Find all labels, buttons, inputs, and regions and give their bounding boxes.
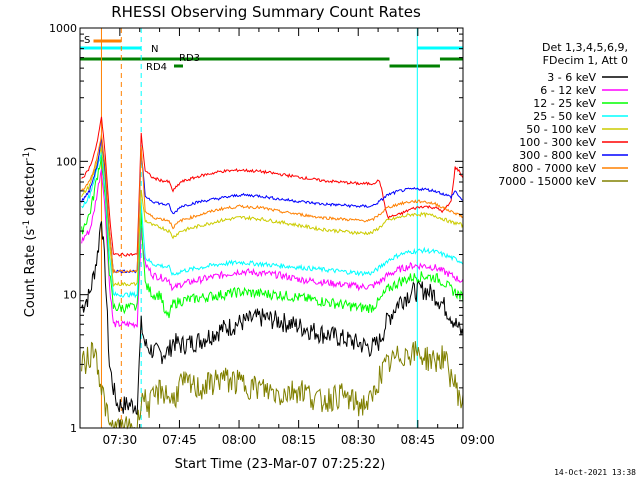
series-lines: [81, 116, 464, 430]
series-line: [81, 153, 464, 319]
x-tick-label: 09:00: [460, 433, 495, 447]
legend: Det 1,3,4,5,6,9, FDecim 1, Att 0 3 - 6 k…: [498, 41, 628, 188]
chart-title: RHESSI Observing Summary Count Rates: [111, 3, 421, 21]
annotation-saa: S: [84, 35, 90, 46]
legend-label: 300 - 800 keV: [519, 149, 596, 162]
annotations: S N RD4 RD3: [84, 35, 200, 73]
legend-label: 25 - 50 keV: [533, 110, 596, 123]
x-tick-label: 08:00: [222, 433, 257, 447]
series-line: [81, 151, 464, 299]
legend-label: 7000 - 15000 keV: [498, 175, 596, 188]
series-line: [81, 116, 464, 257]
x-axis-ticks: 07:30 07:45 08:00 08:15 08:30 08:45 09:00: [103, 28, 495, 447]
legend-label: 800 - 7000 keV: [512, 162, 596, 175]
y-tick-label: 1000: [49, 22, 77, 35]
status-bars: [80, 39, 463, 68]
legend-label: 12 - 25 keV: [533, 97, 596, 110]
x-tick-label: 07:30: [103, 433, 138, 447]
legend-label: 100 - 300 keV: [519, 136, 596, 149]
series-line: [81, 146, 464, 288]
y-tick-label: 10: [63, 289, 77, 302]
x-tick-label: 07:45: [162, 433, 197, 447]
annotation-rd4: RD4: [146, 62, 167, 73]
legend-label: 50 - 100 keV: [526, 123, 596, 136]
y-tick-label: 100: [56, 155, 77, 168]
y-axis-ticks: 1 10 100 1000: [49, 22, 463, 435]
legend-header-line-1: Det 1,3,4,5,6,9,: [542, 41, 628, 54]
x-axis-label: Start Time (23-Mar-07 07:25:22): [175, 457, 386, 472]
y-tick-label: 1: [70, 422, 77, 435]
footer-timestamp: 14-Oct-2021 13:38: [554, 468, 636, 477]
annotation-night: N: [151, 44, 158, 55]
plot-area-frame: [79, 27, 464, 429]
annotation-rd3: RD3: [179, 53, 200, 64]
series-line: [81, 136, 464, 274]
legend-label: 6 - 12 keV: [540, 84, 596, 97]
series-line: [81, 221, 464, 416]
x-tick-label: 08:15: [281, 433, 316, 447]
legend-label: 3 - 6 keV: [547, 71, 596, 84]
x-tick-label: 08:30: [341, 433, 376, 447]
series-line: [81, 133, 464, 274]
series-line: [81, 168, 464, 329]
legend-header-line-2: FDecim 1, Att 0: [543, 54, 628, 67]
y-axis-label: Count Rate (s-1 detector-1): [22, 147, 38, 318]
series-line: [81, 341, 464, 430]
x-tick-label: 08:45: [401, 433, 436, 447]
